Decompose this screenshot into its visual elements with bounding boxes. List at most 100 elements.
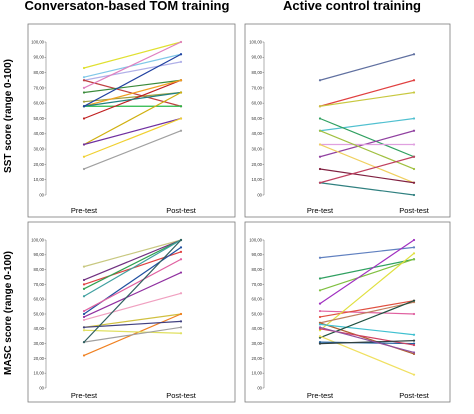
data-point xyxy=(412,129,416,132)
series-line xyxy=(83,320,182,328)
y-tick-label: 70,00 xyxy=(34,85,45,90)
panel-frame xyxy=(27,23,236,218)
y-tick-label: 00 xyxy=(257,192,262,197)
data-point xyxy=(179,312,183,316)
y-tick-label: 30,00 xyxy=(252,341,263,346)
data-point xyxy=(82,329,86,332)
series-line xyxy=(319,326,415,354)
data-point xyxy=(412,373,416,376)
data-point xyxy=(318,256,322,259)
data-point xyxy=(82,66,86,70)
series-line xyxy=(319,258,415,280)
data-point xyxy=(179,332,183,335)
data-point xyxy=(82,91,86,94)
y-tick-label: 10,00 xyxy=(34,371,45,376)
data-point xyxy=(412,333,416,336)
data-point xyxy=(412,246,416,249)
series-line xyxy=(319,143,415,184)
y-tick-label: 80,00 xyxy=(252,70,263,75)
data-point xyxy=(412,252,416,255)
series-line xyxy=(83,117,182,146)
data-point xyxy=(179,258,183,261)
panel-top-right: 00 10,00 20,00 30,00 40,00 50,00 60,00 70,00 80,… xyxy=(244,23,451,218)
y-tick-label: 60,00 xyxy=(252,297,263,302)
series-line xyxy=(83,41,182,89)
y-tick-label: 70,00 xyxy=(252,85,263,90)
data-point xyxy=(179,320,183,323)
data-point xyxy=(318,323,322,326)
row-label-masc: MASC score (range 0-100) xyxy=(3,251,14,375)
series-line xyxy=(319,156,415,184)
series-line xyxy=(319,300,415,318)
y-tick-label: 60,00 xyxy=(34,297,45,302)
data-point xyxy=(318,309,322,313)
data-point xyxy=(179,292,183,295)
y-tick-label: 80,00 xyxy=(34,70,45,75)
y-tick-label: 100,00 xyxy=(31,237,44,242)
data-point xyxy=(82,318,86,322)
y-tick-label: 30,00 xyxy=(34,147,45,152)
data-point xyxy=(412,299,416,302)
y-tick-label: 40,00 xyxy=(34,131,45,136)
data-point xyxy=(82,100,86,103)
data-point xyxy=(82,283,86,286)
series-line xyxy=(319,168,415,184)
data-point xyxy=(179,246,183,249)
panel-frame xyxy=(27,221,236,403)
data-point xyxy=(318,79,322,82)
y-tick-label: 00 xyxy=(257,385,262,390)
series-line xyxy=(83,79,182,94)
series-line xyxy=(83,91,182,146)
y-tick-label: 90,00 xyxy=(252,55,263,60)
data-point xyxy=(82,143,86,146)
data-point xyxy=(82,265,86,268)
data-point xyxy=(82,326,86,329)
data-point xyxy=(179,60,183,63)
data-point xyxy=(412,258,416,261)
data-point xyxy=(82,155,86,158)
series-line xyxy=(319,130,415,158)
data-point xyxy=(412,167,416,171)
series-line xyxy=(83,41,182,69)
y-tick-label: 70,00 xyxy=(252,282,263,287)
data-point xyxy=(82,86,86,89)
y-tick-label: 40,00 xyxy=(252,326,263,331)
data-point xyxy=(318,326,322,329)
y-tick-label: 90,00 xyxy=(34,252,45,257)
data-point xyxy=(179,40,183,44)
data-point xyxy=(412,312,416,316)
series-line xyxy=(319,246,415,259)
data-point xyxy=(82,105,86,108)
series-line xyxy=(319,341,415,345)
series-line xyxy=(319,323,415,336)
y-tick-label: 10,00 xyxy=(252,371,263,376)
data-point xyxy=(412,53,416,56)
x-tick-label: Pre-test xyxy=(307,206,334,215)
y-tick-label: 20,00 xyxy=(252,162,263,167)
series-line xyxy=(83,53,182,107)
y-tick-label: 100,00 xyxy=(249,237,262,242)
panel-frame xyxy=(244,23,451,218)
series-line xyxy=(319,301,415,324)
x-tick-label: Post-test xyxy=(166,206,197,215)
series-line xyxy=(319,91,415,107)
y-tick-label: 20,00 xyxy=(34,356,45,361)
data-point xyxy=(412,343,416,347)
data-point xyxy=(318,315,322,319)
data-point xyxy=(412,238,416,242)
data-point xyxy=(412,117,416,120)
data-point xyxy=(179,271,183,274)
y-tick-label: 60,00 xyxy=(252,101,263,106)
y-tick-label: 100,00 xyxy=(249,39,262,44)
series-line xyxy=(83,91,182,103)
y-tick-label: 90,00 xyxy=(34,55,45,60)
y-tick-label: 80,00 xyxy=(252,267,263,272)
data-point xyxy=(179,79,183,82)
column-title-right: Active control training xyxy=(283,0,421,13)
y-tick-label: 60,00 xyxy=(34,101,45,106)
y-tick-label: 100,00 xyxy=(31,39,44,44)
data-point xyxy=(412,339,416,342)
series-line xyxy=(319,79,415,107)
series-line xyxy=(83,91,182,107)
